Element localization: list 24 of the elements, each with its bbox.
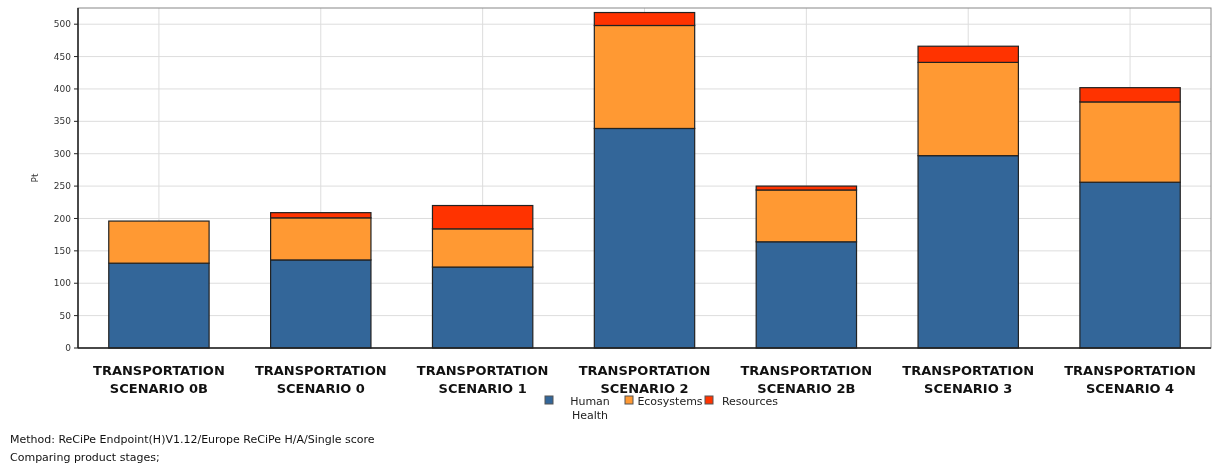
x-tick-label: TRANSPORTATION SCENARIO 0B (93, 363, 225, 396)
legend-label: Human Health (570, 395, 610, 423)
y-tick-label: 500 (53, 19, 72, 30)
y-tick-label: 400 (53, 84, 72, 95)
x-tick-label: TRANSPORTATION SCENARIO 2B (740, 363, 873, 396)
y-tick-label: 50 (59, 310, 72, 321)
x-tick-label: TRANSPORTATION SCENARIO 4 (1064, 363, 1196, 396)
x-tick-label: TRANSPORTATION SCENARIO 1 (416, 363, 549, 396)
y-tick-label: 200 (53, 213, 72, 224)
y-tick-label: 450 (53, 51, 72, 62)
y-tick-label: 250 (53, 181, 72, 192)
text: Method: ReCiPe Endpoint(H)V1.12/Europe ReCiPe H/A/Single score (10, 433, 375, 446)
y-tick-label: 300 (53, 148, 72, 159)
legend-label: Resources (721, 395, 779, 408)
y-tick-label: 100 (53, 278, 72, 289)
y-tick-label: 350 (53, 116, 72, 127)
x-tick-label: TRANSPORTATION SCENARIO 2 (578, 363, 711, 396)
x-tick-label: TRANSPORTATION SCENARIO 3 (902, 363, 1035, 396)
y-tick-label: 150 (53, 246, 72, 257)
x-tick-label: TRANSPORTATION SCENARIO 0 (254, 363, 387, 396)
legend-label: Ecosystems (637, 395, 703, 408)
y-axis-title: Pt (30, 173, 40, 183)
y-tick-label: 0 (65, 343, 72, 354)
text: Comparing product stages; (10, 451, 160, 463)
